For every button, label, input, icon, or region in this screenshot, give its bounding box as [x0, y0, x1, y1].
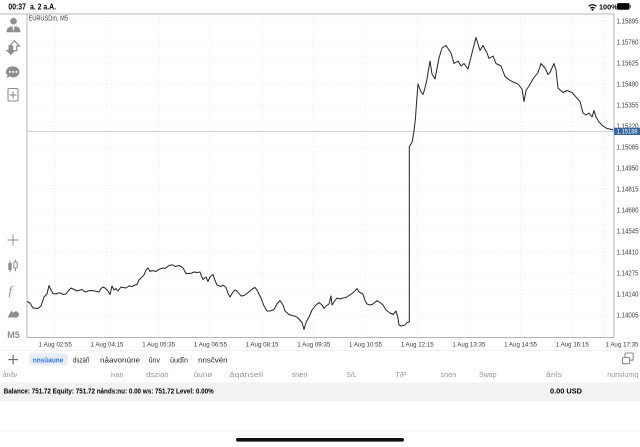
svg-text:1 Aug 17:35: 1 Aug 17:35	[606, 342, 639, 349]
svg-text:1.14275: 1.14275	[617, 271, 639, 278]
svg-text:T/P: T/P	[396, 372, 407, 379]
svg-text:ăqánselí: ăqánselí	[230, 372, 264, 379]
svg-text:Swap: Swap	[479, 372, 497, 379]
svg-text:1.15895: 1.15895	[617, 19, 639, 26]
svg-text:00:37: 00:37	[8, 3, 26, 12]
svg-text:ånls: ånls	[546, 371, 563, 379]
svg-text:0.00 USD: 0.00 USD	[550, 387, 583, 396]
svg-text:a. 2 a.A.: a. 2 a.A.	[30, 3, 56, 12]
svg-text:1.14815: 1.14815	[617, 187, 639, 194]
svg-text:1.14410: 1.14410	[617, 250, 639, 257]
svg-text:1 Aug 10:55: 1 Aug 10:55	[349, 342, 382, 349]
svg-text:1.14680: 1.14680	[617, 208, 639, 215]
svg-text:dszäñ: dszäñ	[73, 357, 90, 364]
svg-text:1.15220: 1.15220	[617, 124, 639, 131]
svg-text:100%: 100%	[599, 2, 618, 11]
svg-text:1.14950: 1.14950	[617, 166, 639, 173]
svg-text:1 Aug 05:35: 1 Aug 05:35	[142, 342, 175, 349]
svg-text:ånăv: ånăv	[3, 371, 18, 379]
svg-text:EURUSDm, M5: EURUSDm, M5	[29, 16, 69, 23]
svg-text:snen: snen	[292, 372, 308, 379]
svg-text:dszian: dszian	[146, 372, 169, 379]
svg-text:nåavonúne: nåavonúne	[100, 356, 140, 364]
svg-text:1.14005: 1.14005	[617, 313, 639, 320]
svg-text:1 Aug 09:35: 1 Aug 09:35	[297, 342, 330, 349]
svg-text:1.15085: 1.15085	[617, 145, 639, 152]
svg-text:Balance: 751.72 Equity: 751.72: Balance: 751.72 Equity: 751.72 nánds:nu:…	[4, 387, 214, 396]
svg-text:ūudîn: ūudîn	[170, 357, 188, 364]
svg-text:1.15188: 1.15188	[617, 128, 638, 135]
svg-text:nnsûaune: nnsûaune	[33, 357, 64, 364]
svg-text:1 Aug 06:55: 1 Aug 06:55	[194, 342, 227, 349]
svg-text:nnsčvén: nnsčvén	[198, 357, 228, 364]
svg-text:1 Aug 02:55: 1 Aug 02:55	[39, 342, 72, 349]
svg-text:1.15490: 1.15490	[617, 82, 639, 89]
svg-text:1 Aug 16:15: 1 Aug 16:15	[556, 342, 589, 349]
svg-text:1 Aug 13:35: 1 Aug 13:35	[452, 342, 485, 349]
svg-text:1 Aug 12:15: 1 Aug 12:15	[401, 342, 434, 349]
svg-text:f: f	[9, 283, 15, 298]
svg-text:1 Aug 04:15: 1 Aug 04:15	[91, 342, 124, 349]
svg-text:ûunø: ûunø	[194, 372, 213, 379]
svg-text:ivan: ivan	[111, 372, 124, 379]
svg-text:snen: snen	[440, 372, 456, 379]
svg-text:M5: M5	[7, 330, 20, 340]
svg-text:1 Aug 14:55: 1 Aug 14:55	[504, 342, 537, 349]
svg-text:1.14545: 1.14545	[617, 229, 639, 236]
svg-text:1 Aug 08:15: 1 Aug 08:15	[246, 342, 279, 349]
svg-text:1.15355: 1.15355	[617, 103, 639, 110]
svg-text:ûnv: ûnv	[149, 357, 161, 364]
svg-text:S/L: S/L	[346, 372, 357, 379]
svg-text:1.15760: 1.15760	[617, 40, 639, 47]
svg-text:1.15625: 1.15625	[617, 61, 639, 68]
svg-text:1.14140: 1.14140	[617, 292, 639, 299]
svg-text:nunviumq: nunviumq	[607, 372, 638, 379]
